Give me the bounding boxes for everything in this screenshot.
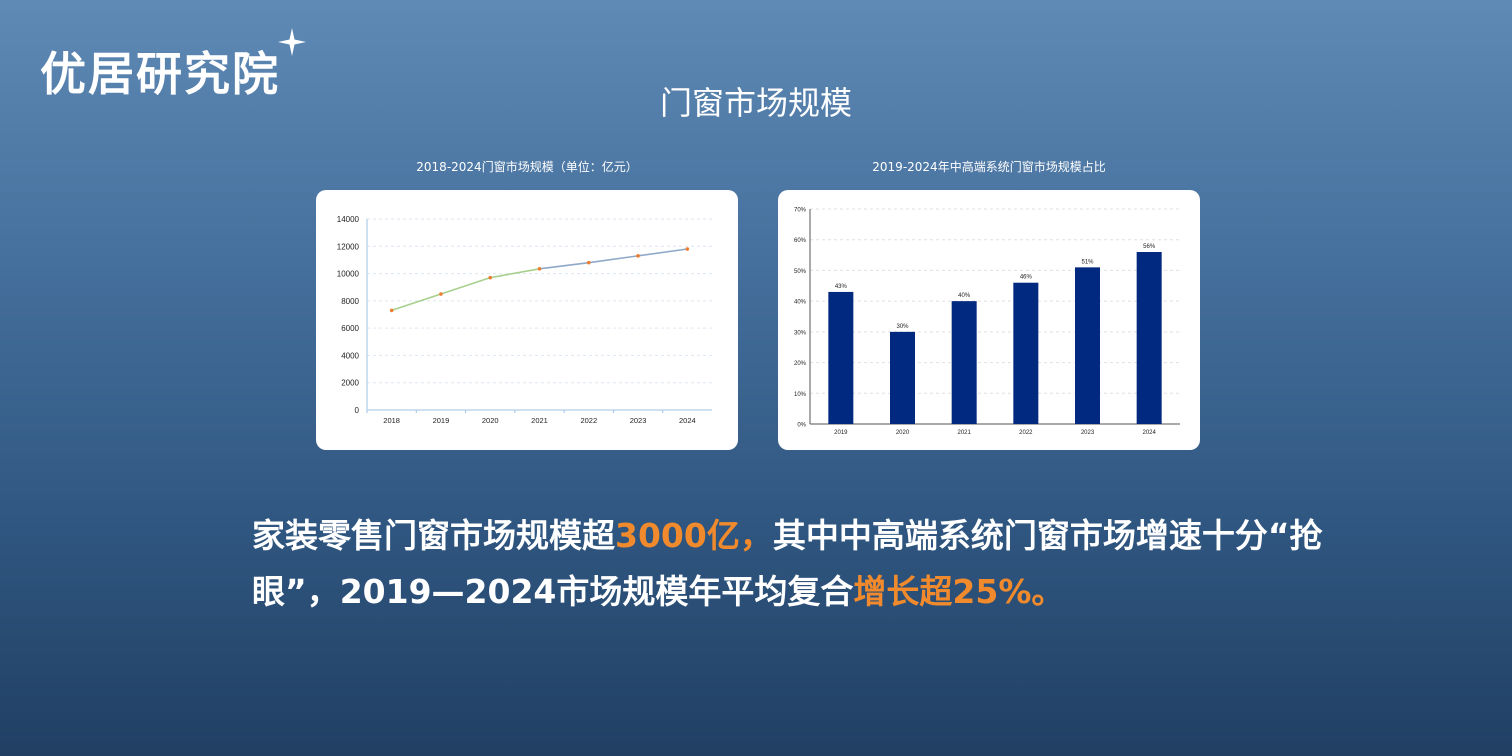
series-line-segment xyxy=(490,268,540,279)
bar xyxy=(951,301,977,424)
line-chart-title: 2018-2024门窗市场规模（单位：亿元） xyxy=(416,160,638,174)
y-tick-label: 10% xyxy=(794,392,807,398)
data-point xyxy=(586,260,591,265)
y-tick-label: 70% xyxy=(794,208,807,214)
x-tick-label: 2021 xyxy=(957,430,971,436)
y-tick-label: 50% xyxy=(794,269,807,275)
data-label: 30% xyxy=(896,324,909,330)
bar xyxy=(890,331,915,424)
summary-highlight-2: 增长超25%。 xyxy=(853,572,1065,611)
brand-logo: 优居研究院 xyxy=(40,47,280,101)
summary-part2: 其中中高端系统门窗市场增速十分“抢眼”，2019—2024市场规模年平均复合 xyxy=(252,516,1323,611)
line-chart: 0 2000 4000 6000 8000 10000 12000 14000 2018 2019… xyxy=(337,215,712,425)
bar-chart-card: 0% 10% 20% 30% 40% 50% 60% 70% 43% 2019 30% 2020 40%… xyxy=(778,190,1200,450)
x-tick-label: 2020 xyxy=(482,416,499,425)
bar xyxy=(1013,282,1039,424)
series-line-segment xyxy=(588,255,639,264)
bar xyxy=(1075,267,1100,424)
x-tick-label: 2024 xyxy=(679,416,696,425)
data-point xyxy=(439,292,443,296)
series-line-segment xyxy=(440,276,491,295)
x-tick-label: 2022 xyxy=(580,416,597,425)
x-tick-label: 2018 xyxy=(383,416,400,425)
x-tick-label: 2023 xyxy=(1081,430,1095,436)
y-tick-label: 0% xyxy=(797,423,806,429)
data-point xyxy=(685,247,690,251)
data-point xyxy=(389,308,394,313)
summary-highlight-1: 3000亿， xyxy=(615,516,773,555)
line-chart-card: 0 2000 4000 6000 8000 10000 12000 14000 2018 2019… xyxy=(316,190,738,450)
y-tick-label: 2000 xyxy=(341,379,359,388)
data-label: 40% xyxy=(958,293,971,299)
x-tick-label: 2020 xyxy=(896,430,910,436)
summary-text: 家装零售门窗市场规模超3000亿，其中中高端系统门窗市场增速十分“抢眼”，201… xyxy=(252,508,1332,620)
x-tick-label: 2023 xyxy=(630,416,647,425)
data-point xyxy=(488,275,493,280)
data-point xyxy=(636,254,640,258)
sparkle-icon xyxy=(278,28,306,56)
data-point xyxy=(537,266,542,271)
y-tick-label: 0 xyxy=(355,406,360,415)
data-label: 46% xyxy=(1020,275,1033,281)
summary-part1: 家装零售门窗市场规模超 xyxy=(252,516,615,555)
y-tick-label: 8000 xyxy=(341,297,359,306)
y-tick-label: 14000 xyxy=(337,215,360,224)
bar-chart: 0% 10% 20% 30% 40% 50% 60% 70% 43% 2019 30% 2020 40%… xyxy=(794,208,1180,436)
page-title: 门窗市场规模 xyxy=(659,84,852,122)
y-tick-label: 10000 xyxy=(337,270,360,279)
y-tick-label: 60% xyxy=(794,238,807,244)
data-label: 51% xyxy=(1081,259,1094,265)
series-line-segment xyxy=(637,248,688,257)
y-tick-label: 4000 xyxy=(341,351,359,360)
bar xyxy=(828,291,854,424)
bar-chart-title: 2019-2024年中高端系统门窗市场规模占比 xyxy=(872,160,1106,174)
x-tick-label: 2019 xyxy=(834,430,848,436)
y-tick-label: 6000 xyxy=(341,324,359,333)
bar xyxy=(1136,252,1162,424)
y-tick-label: 12000 xyxy=(337,242,360,251)
data-label: 56% xyxy=(1143,244,1156,250)
y-tick-label: 30% xyxy=(794,330,807,336)
x-tick-label: 2024 xyxy=(1142,430,1156,436)
data-label: 43% xyxy=(835,284,848,290)
x-tick-label: 2021 xyxy=(531,416,548,425)
y-tick-label: 20% xyxy=(794,361,807,367)
x-tick-label: 2019 xyxy=(433,416,450,425)
series-line-segment xyxy=(391,293,442,312)
series-line-segment xyxy=(539,261,589,270)
y-tick-label: 40% xyxy=(794,300,807,306)
x-tick-label: 2022 xyxy=(1019,430,1033,436)
